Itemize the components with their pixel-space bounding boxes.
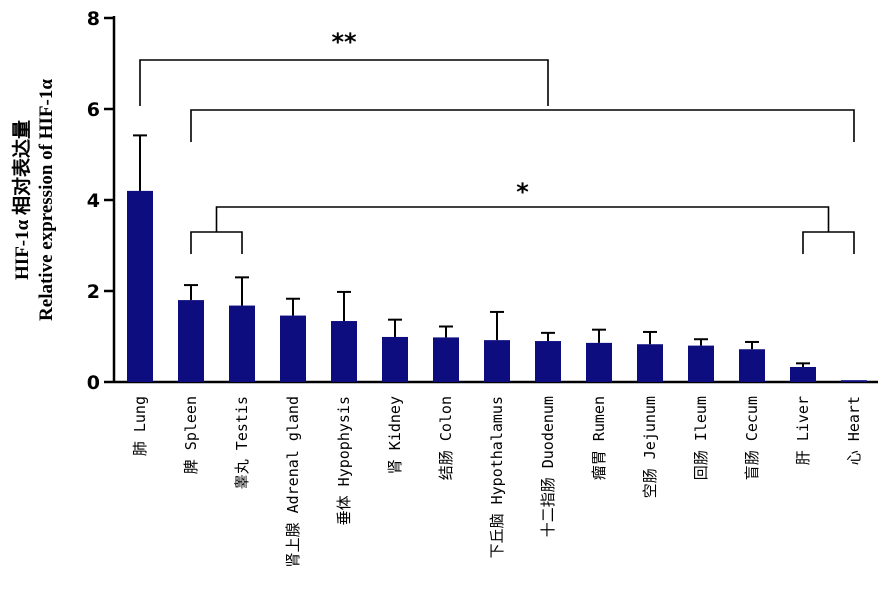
bracket-3-left-group [190,231,243,254]
bar-0 [127,190,153,382]
significance-label-1: ** [331,28,357,56]
y-tick-label-3: 6 [87,99,100,121]
bar-8 [535,341,561,382]
bracket-3 [215,206,830,232]
axes: 0 2 4 6 8 [87,8,878,394]
y-axis-title-line2: Relative expression of HIF-1α [36,79,57,321]
bar-4 [331,321,357,382]
x-tick-label-3: 肾上腺 Adrenal gland [284,396,302,567]
x-tick-label-2: 睾丸 Testis [233,396,251,489]
bracket-2 [190,109,855,142]
x-tick-label-9: 瘤胃 Rumen [590,396,608,480]
y-axis-title: HIF-1α 相对表达量 Relative expression of HIF-… [10,79,57,321]
bar-14 [841,380,867,382]
x-tick-label-11: 回肠 Ileum [692,396,710,480]
x-tick-label-7: 下丘脑 Hypothalamus [488,396,506,558]
y-axis-title-line1: HIF-1α 相对表达量 [10,120,33,280]
bar-11 [688,345,714,382]
y-tick-label-4: 8 [87,8,100,30]
bar-13 [790,366,816,382]
bar-5 [382,336,408,382]
bar-6 [433,337,459,382]
bracket-1 [139,59,549,106]
x-tick-label-12: 盲肠 Cecum [743,396,761,480]
x-tick-label-10: 空肠 Jejunum [641,396,659,498]
y-tick-label-1: 2 [87,281,100,303]
bar-10 [637,344,663,382]
y-tick-label-0: 0 [87,372,100,394]
bar-9 [586,342,612,382]
x-tick-label-1: 脾 Spleen [182,396,200,474]
x-tick-label-5: 肾 Kidney [386,396,404,474]
bar-7 [484,340,510,382]
x-tick-label-8: 十二指肠 Duodenum [539,396,557,537]
bracket-3-right-group [802,231,855,254]
x-axis-labels: 肺 Lung 脾 Spleen 睾丸 Testis 肾上腺 Adrenal gland… [131,396,863,567]
significance-brackets: *** [139,28,855,254]
significance-label-3: * [516,178,529,206]
y-tick-label-2: 4 [87,190,100,212]
bar-12 [739,349,765,382]
bar-2 [229,305,255,382]
bars [127,134,867,382]
x-tick-label-14: 心 Heart [845,396,863,465]
x-tick-label-6: 结肠 Colon [437,396,455,480]
bar-1 [178,300,204,382]
x-tick-label-0: 肺 Lung [131,396,149,456]
x-tick-label-13: 肝 Liver [794,396,812,465]
bar-3 [280,315,306,382]
x-tick-label-4: 垂体 Hypophysis [335,396,353,525]
